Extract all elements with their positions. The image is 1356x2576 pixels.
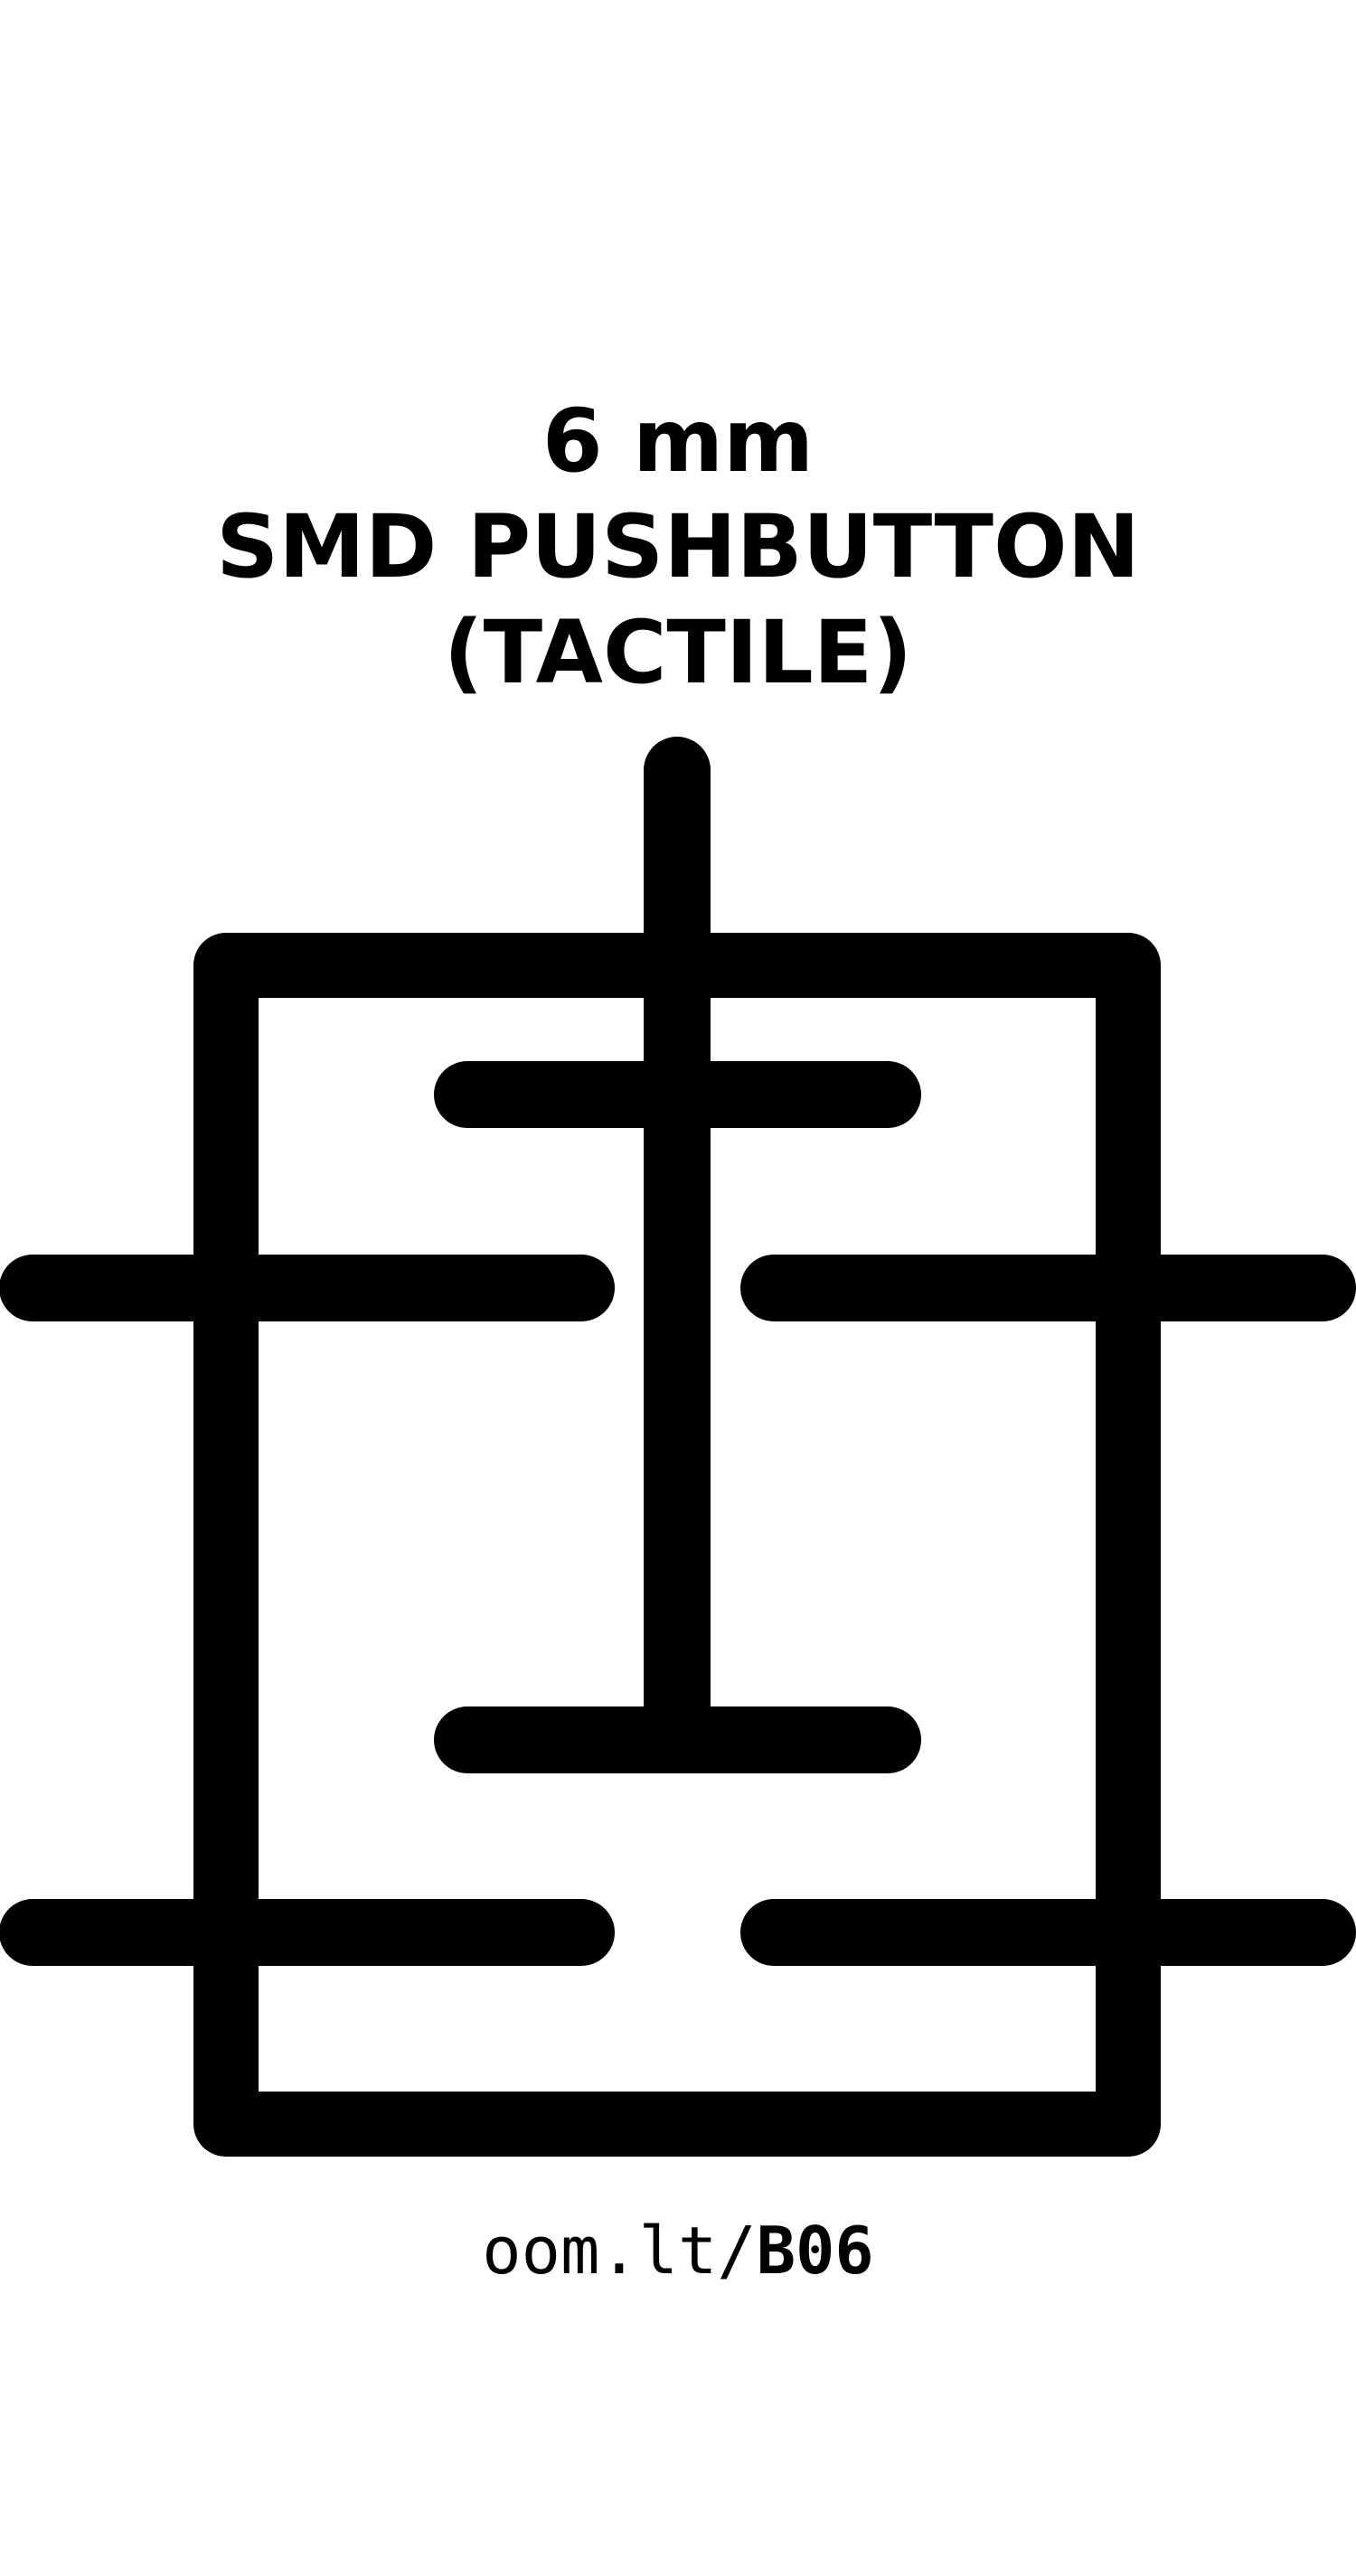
- title-subtype: (TACTILE): [443, 602, 913, 703]
- title-part-name: SMD PUSHBUTTON: [216, 496, 1140, 597]
- short-link-code: B06: [756, 2213, 874, 2289]
- title-size: 6 mm: [541, 390, 815, 492]
- short-link: oom.lt/B06: [0, 2210, 1356, 2291]
- title-block: 6 mm SMD PUSHBUTTON (TACTILE): [0, 389, 1356, 706]
- short-link-prefix: oom.lt/: [482, 2213, 757, 2289]
